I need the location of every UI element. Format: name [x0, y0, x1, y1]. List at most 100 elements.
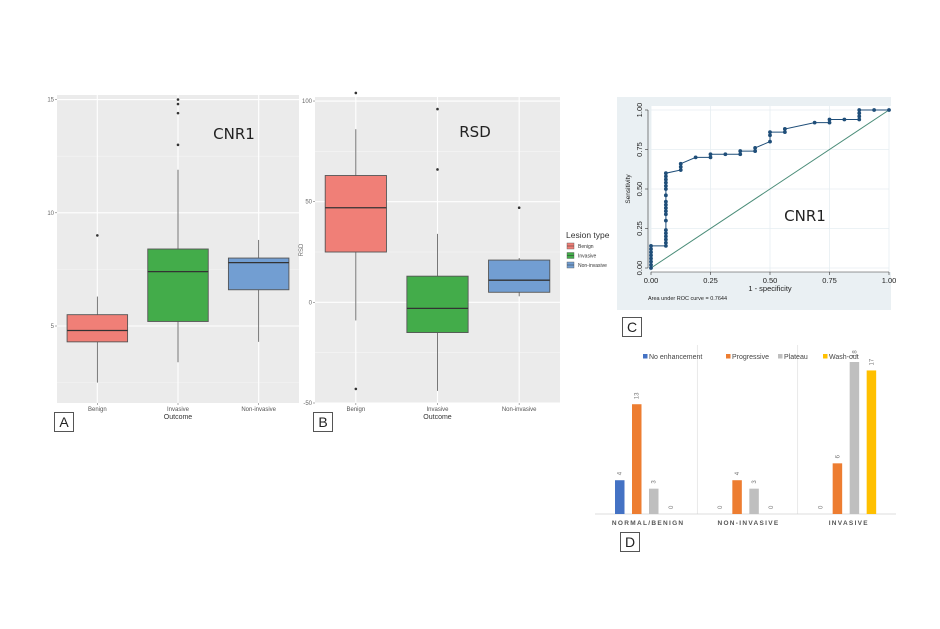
roc-point [663, 202, 668, 207]
roc-point [663, 187, 668, 191]
bar-value-label: 3 [752, 480, 758, 484]
outlier-point [176, 111, 180, 115]
x-tick-label: Invasive [426, 407, 449, 413]
legend-label: Plateau [784, 354, 808, 361]
outlier-point [436, 168, 439, 171]
y-tick-label: 50 [305, 200, 312, 206]
bar-value-label: 17 [869, 358, 875, 365]
outlier-point [176, 143, 180, 147]
roc-x-tick-label: 0.75 [822, 276, 837, 285]
roc-point [768, 139, 772, 144]
outlier-point [96, 234, 99, 237]
roc-y-tick-label: 0.25 [635, 221, 644, 236]
roc-x-axis-title: 1 - specificity [748, 284, 792, 293]
x-axis-title: Outcome [164, 414, 193, 421]
roc-point [842, 117, 847, 122]
legend-title: Lesion type [566, 230, 610, 240]
x-axis-title: Outcome [423, 414, 452, 421]
roc-point [649, 250, 653, 255]
legend-swatch [823, 354, 828, 359]
x-tick-label: Non-invasive [502, 407, 537, 413]
panel-c-roc-curve: 0.000.00 0.25 0.25 0.50 0.50 0.75 0.75 1.00 1.00… [617, 97, 896, 310]
roc-x-tick-label: 0.00 [644, 276, 659, 285]
bar-plateau [649, 488, 659, 514]
y-tick-label: 0 [309, 300, 313, 306]
x-tick-label: Benign [346, 407, 365, 413]
roc-point [857, 114, 862, 119]
roc-point [663, 212, 668, 217]
roc-auc-note: Area under ROC curve = 0.7644 [648, 296, 727, 302]
y-tick-label: 5 [51, 324, 55, 330]
roc-point [857, 117, 862, 122]
panel-a-boxplot: 5 10 15 Benign Invasive Non-invasive CNR1 Outco… [47, 95, 299, 421]
roc-point [678, 164, 683, 169]
legend-swatch [643, 354, 648, 359]
roc-point [649, 262, 653, 267]
roc-point [857, 108, 862, 112]
bar-no-enhancement [615, 480, 625, 514]
roc-point [663, 218, 668, 223]
y-tick-label: 15 [47, 98, 54, 104]
roc-point [663, 234, 668, 239]
roc-point [663, 177, 668, 182]
y-tick-label: 10 [47, 211, 54, 217]
roc-y-tick-label: 1.00 [635, 103, 644, 118]
box-iqr [488, 259, 551, 293]
box-non-invasive [488, 206, 551, 297]
bar-progressive [632, 404, 642, 514]
roc-point [678, 168, 683, 172]
roc-point [663, 193, 668, 198]
outlier-point [517, 206, 521, 210]
chart-title: CNR1 [213, 125, 255, 143]
roc-point [768, 130, 772, 135]
roc-point [753, 149, 758, 153]
bar-value-label: 13 [635, 392, 641, 399]
legend-swatch [726, 354, 731, 359]
roc-point [649, 266, 653, 270]
roc-point [738, 149, 743, 153]
bar-value-label: 4 [618, 471, 624, 475]
bar-plateau [749, 488, 759, 514]
legend-label: Invasive [578, 254, 597, 260]
bar-value-label: 18 [852, 350, 858, 357]
roc-point [753, 146, 758, 150]
bar-wash-out [866, 370, 877, 514]
bar-value-label: 0 [818, 505, 824, 509]
bar-value-label: 4 [735, 471, 741, 475]
y-tick-label: 100 [302, 99, 313, 105]
legend-label: No enhancement [649, 354, 702, 361]
y-axis-title: RSD [299, 243, 305, 256]
bar-progressive [832, 463, 843, 514]
outlier-point [176, 98, 180, 101]
bar-value-label: 3 [652, 480, 658, 484]
box-iqr [227, 257, 290, 291]
x-tick-label: Invasive [167, 407, 190, 413]
roc-y-tick-label: 0.75 [635, 142, 644, 157]
roc-point [782, 130, 787, 135]
roc-point [663, 183, 668, 188]
bar-value-label: 0 [718, 505, 724, 509]
roc-chart-title: CNR1 [784, 207, 826, 225]
roc-x-tick-label: 0.50 [763, 276, 778, 285]
box-invasive [147, 98, 209, 363]
roc-point [663, 231, 668, 236]
roc-point [663, 199, 668, 204]
panel-d-bar-chart: 4 13 3 0 NORMAL/BENIGN 0 4 3 0 NON-INVASIVE 0 6 18 17… [595, 345, 896, 527]
roc-point [663, 180, 668, 185]
roc-y-axis-title: Sensitivity [625, 174, 632, 204]
lesion-type-legend: Lesion type Benign Invasive Non-invasive [566, 230, 610, 269]
panel-label-a: A [54, 412, 74, 432]
roc-point [812, 120, 817, 125]
reference-diagonal-line [650, 109, 890, 269]
category-label: NORMAL/BENIGN [612, 520, 685, 527]
roc-point [649, 253, 653, 258]
roc-point [663, 240, 668, 245]
chart-title: RSD [459, 123, 491, 141]
roc-point [649, 256, 653, 261]
panel-label-d: D [620, 532, 640, 552]
roc-point [708, 152, 713, 157]
roc-point [663, 228, 668, 232]
x-tick-label: Non-invasive [241, 407, 276, 413]
bar-value-label: 0 [669, 505, 675, 509]
roc-point [649, 247, 653, 251]
